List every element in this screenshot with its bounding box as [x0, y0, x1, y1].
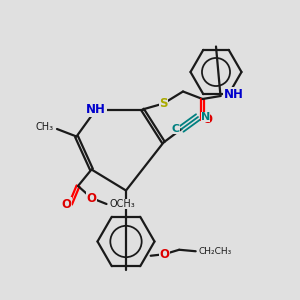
- Text: O: O: [202, 113, 212, 127]
- Text: C: C: [172, 124, 180, 134]
- Text: NH: NH: [86, 103, 106, 116]
- Text: N: N: [201, 112, 210, 122]
- Text: NH: NH: [224, 88, 243, 101]
- Text: S: S: [159, 97, 168, 110]
- Text: OCH₃: OCH₃: [110, 199, 135, 209]
- Text: O: O: [159, 248, 169, 261]
- Text: CH₃: CH₃: [36, 122, 54, 133]
- Text: O: O: [86, 191, 97, 205]
- Text: O: O: [61, 197, 71, 211]
- Text: CH₂CH₃: CH₂CH₃: [199, 247, 232, 256]
